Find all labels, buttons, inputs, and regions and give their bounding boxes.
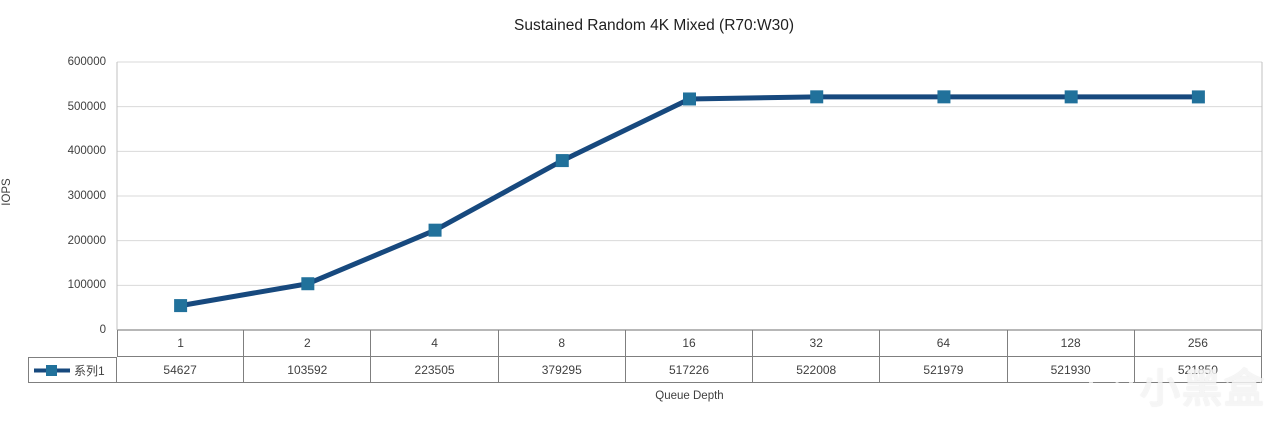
y-tick-label: 300000 bbox=[67, 190, 106, 202]
data-point-marker bbox=[428, 223, 442, 237]
data-table: 1 2 4 8 16 32 64 128 256 系列1 54627 103592 223505 3792… bbox=[28, 330, 1262, 383]
category-cell: 64 bbox=[880, 330, 1008, 357]
category-cell: 256 bbox=[1134, 330, 1262, 357]
y-tick-label: 200000 bbox=[67, 234, 106, 247]
y-tick-label: 400000 bbox=[67, 145, 106, 158]
category-cell: 1 bbox=[117, 330, 245, 357]
data-point-marker bbox=[174, 299, 188, 313]
x-axis-title: Queue Depth bbox=[655, 390, 724, 402]
category-cell: 8 bbox=[498, 330, 626, 357]
data-point-marker bbox=[937, 90, 951, 104]
data-point-marker bbox=[1191, 90, 1205, 104]
table-corner-spacer bbox=[28, 330, 117, 357]
data-point-marker bbox=[555, 154, 569, 168]
category-cell: 16 bbox=[625, 330, 754, 357]
value-cell: 521979 bbox=[880, 357, 1008, 383]
data-point-marker bbox=[1064, 90, 1078, 104]
value-cell: 522008 bbox=[753, 357, 881, 383]
y-tick-label: 600000 bbox=[67, 56, 106, 68]
value-cell: 223505 bbox=[371, 357, 499, 383]
series-legend-label: 系列1 bbox=[74, 363, 105, 378]
series-legend-key-icon bbox=[34, 364, 70, 376]
category-cell: 2 bbox=[244, 330, 372, 357]
category-cell: 4 bbox=[371, 330, 499, 357]
chart-title: Sustained Random 4K Mixed (R70:W30) bbox=[514, 17, 794, 34]
data-point-marker bbox=[683, 92, 696, 106]
series-line bbox=[178, 94, 1201, 309]
y-tick-label: 500000 bbox=[67, 100, 106, 113]
value-cell: 521930 bbox=[1007, 357, 1135, 383]
value-cell: 521850 bbox=[1134, 357, 1262, 383]
data-point-marker bbox=[810, 90, 824, 104]
value-cell: 54627 bbox=[117, 357, 245, 383]
data-point-marker bbox=[301, 277, 315, 291]
value-cell: 103592 bbox=[244, 357, 372, 383]
category-cell: 128 bbox=[1007, 330, 1135, 357]
value-cell: 379295 bbox=[498, 357, 626, 383]
y-tick-label: 0 bbox=[99, 324, 106, 336]
y-tick-label: 100000 bbox=[67, 279, 106, 292]
legend-cell: 系列1 bbox=[28, 357, 117, 383]
value-cell: 517226 bbox=[625, 357, 754, 383]
category-cell: 32 bbox=[753, 330, 881, 357]
